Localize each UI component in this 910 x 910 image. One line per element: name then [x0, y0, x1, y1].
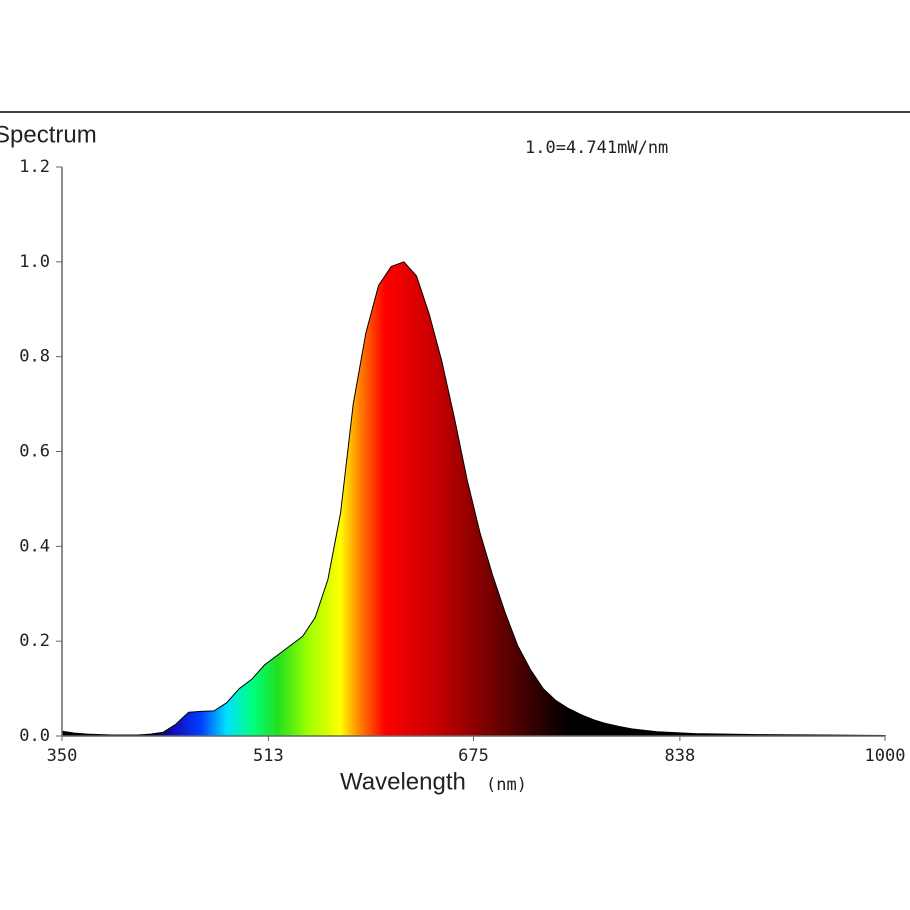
y-tick-label: 0.6 — [19, 442, 50, 462]
y-tick-label: 1.2 — [19, 157, 50, 177]
annotation: 1.0=4.741mW/nm — [525, 138, 668, 158]
y-tick-label: 0.0 — [19, 726, 50, 746]
x-tick-label: 350 — [47, 746, 78, 766]
x-tick-label: 838 — [665, 746, 696, 766]
chart-title: Spectrum — [0, 121, 97, 148]
spectrum-area — [61, 261, 886, 737]
y-tick-label: 0.2 — [19, 631, 50, 651]
x-tick-label: 1000 — [865, 746, 906, 766]
x-axis-label: Wavelength — [340, 768, 466, 795]
y-tick-label: 0.4 — [19, 536, 50, 556]
x-tick-label: 675 — [458, 746, 489, 766]
x-axis-unit: (nm) — [486, 775, 527, 795]
y-tick-label: 1.0 — [19, 252, 50, 272]
x-tick-label: 513 — [253, 746, 284, 766]
y-tick-label: 0.8 — [19, 347, 50, 367]
